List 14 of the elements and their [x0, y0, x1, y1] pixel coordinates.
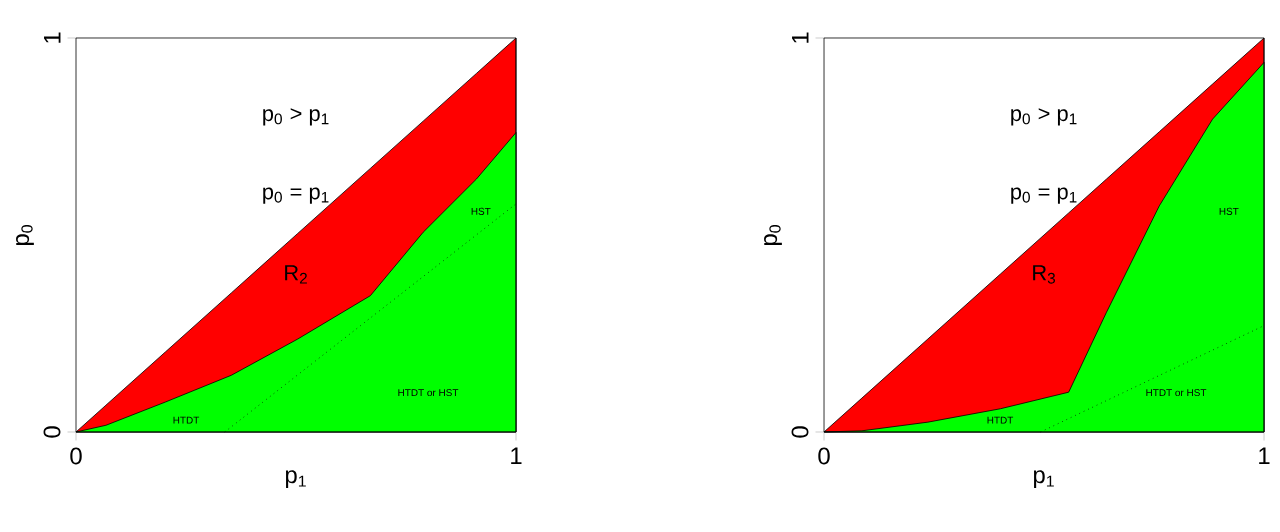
y-axis-title: p$_{0}$	[16, 225, 34, 246]
annotation: p$_{0}$ = p$_{1}$	[263, 187, 329, 204]
annotation: R$_{3}$	[1033, 265, 1056, 284]
x-tick-label: 1	[1259, 447, 1270, 464]
x-tick-label: 1	[511, 447, 522, 464]
x-tick-label: 0	[818, 447, 830, 465]
annotation: p$_{0}$ = p$_{1}$	[1011, 187, 1077, 204]
x-axis-title: p$_{1}$	[1033, 470, 1054, 488]
annotation: R$_{2}$	[285, 265, 307, 284]
annotation: p$_{0}$ > p$_{1}$	[1011, 108, 1077, 126]
x-tick-label: 0	[70, 447, 82, 465]
annotation: p$_{0}$ > p$_{1}$	[263, 108, 329, 126]
y-axis-title: p$_{0}$	[764, 225, 782, 246]
x-axis-title: p$_{1}$	[285, 470, 306, 488]
